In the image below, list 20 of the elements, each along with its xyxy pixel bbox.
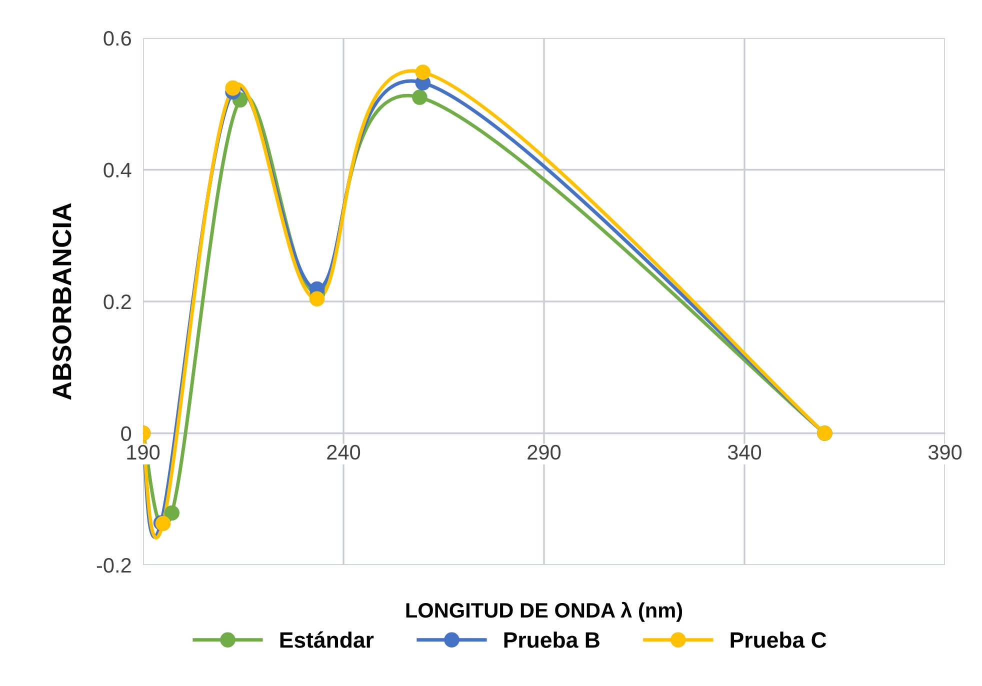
point [164, 505, 180, 521]
x-tick-label: 290 [528, 444, 561, 460]
y-tick-label: 0.6 [104, 31, 131, 46]
x-axis-title: LONGITUD DE ONDA λ (nm) [406, 602, 682, 622]
x-tick-label: 340 [728, 444, 762, 460]
point [415, 64, 431, 80]
legend-label: Prueba B [504, 632, 600, 648]
point [412, 90, 428, 105]
y-tick-label: -0.2 [96, 558, 131, 573]
y-tick-label: 0.4 [104, 162, 132, 178]
legend-label: Prueba C [730, 632, 826, 648]
y-axis-title: ABSORBANCIA [52, 203, 72, 400]
x-tick-label: 240 [327, 444, 360, 460]
x-tick-label: 390 [928, 444, 962, 460]
x-tick-label: 190 [127, 444, 160, 460]
y-tick-label: 0.2 [104, 294, 131, 310]
legend-label: Estándar [280, 631, 374, 648]
point [309, 291, 325, 307]
y-tick-label: 0 [121, 426, 132, 442]
point [225, 80, 240, 96]
